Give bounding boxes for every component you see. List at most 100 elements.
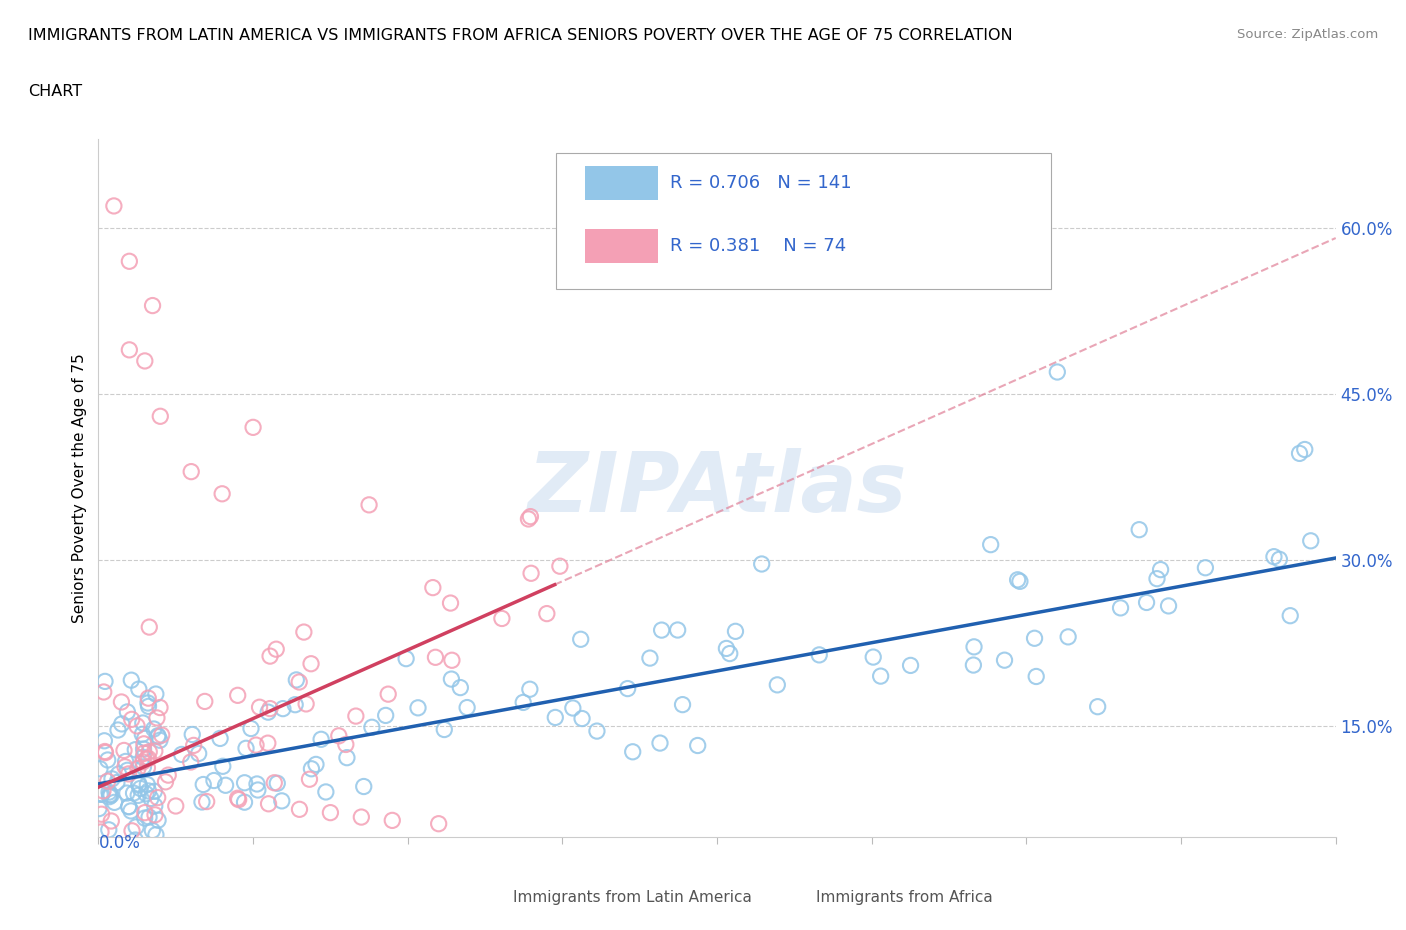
Point: [519, 510, 541, 525]
Point: [336, 751, 359, 765]
Point: [271, 701, 294, 716]
Point: [374, 708, 396, 723]
Point: [138, 698, 160, 713]
Point: [1135, 595, 1157, 610]
Point: [491, 611, 513, 626]
Point: [226, 790, 249, 805]
Point: [118, 766, 141, 781]
Point: [135, 751, 157, 766]
Point: [519, 682, 541, 697]
Point: [1109, 601, 1132, 616]
Point: [1007, 572, 1029, 587]
Point: [638, 651, 661, 666]
Point: [1146, 571, 1168, 586]
Point: [114, 754, 136, 769]
Point: [586, 724, 609, 738]
Point: [183, 738, 205, 753]
Point: [134, 811, 156, 826]
Point: [91, 783, 114, 798]
Point: [962, 658, 984, 672]
Point: [288, 802, 311, 817]
Point: [97, 774, 120, 789]
Point: [449, 680, 471, 695]
Point: [146, 790, 169, 805]
Point: [136, 777, 159, 792]
Point: [120, 804, 142, 818]
Point: [257, 796, 280, 811]
Point: [1268, 551, 1291, 566]
Text: IMMIGRANTS FROM LATIN AMERICA VS IMMIGRANTS FROM AFRICA SENIORS POVERTY OVER THE: IMMIGRANTS FROM LATIN AMERICA VS IMMIGRA…: [28, 28, 1012, 43]
Point: [98, 787, 121, 802]
Point: [395, 651, 418, 666]
Point: [862, 650, 884, 665]
Point: [671, 698, 693, 712]
Point: [128, 777, 150, 791]
Point: [94, 744, 117, 759]
Point: [256, 736, 278, 751]
Point: [132, 746, 155, 761]
Point: [425, 650, 447, 665]
Point: [115, 786, 138, 801]
Point: [517, 512, 540, 526]
Point: [150, 727, 173, 742]
Point: [136, 691, 159, 706]
Point: [766, 677, 789, 692]
Point: [93, 734, 115, 749]
Point: [193, 777, 215, 792]
Point: [136, 696, 159, 711]
Point: [117, 763, 139, 777]
Point: [257, 705, 280, 720]
Point: [107, 766, 129, 781]
Point: [127, 761, 149, 776]
Point: [270, 793, 292, 808]
Point: [751, 556, 773, 571]
Point: [1057, 630, 1080, 644]
Point: [963, 640, 986, 655]
Point: [1279, 608, 1302, 623]
Point: [149, 409, 172, 424]
Text: ZIPAtlas: ZIPAtlas: [527, 447, 907, 529]
Point: [94, 745, 117, 760]
Point: [128, 682, 150, 697]
Point: [980, 538, 1002, 552]
Point: [211, 486, 233, 501]
Point: [1294, 442, 1316, 457]
Point: [155, 775, 177, 790]
Point: [1087, 699, 1109, 714]
Point: [145, 686, 167, 701]
Point: [512, 695, 534, 710]
Point: [107, 723, 129, 737]
Point: [134, 731, 156, 746]
Point: [93, 684, 115, 699]
Point: [377, 686, 399, 701]
Point: [651, 623, 673, 638]
Text: R = 0.381    N = 74: R = 0.381 N = 74: [671, 236, 846, 255]
Point: [427, 817, 450, 831]
Point: [170, 747, 193, 762]
Point: [361, 720, 384, 735]
Point: [1263, 550, 1285, 565]
Point: [228, 792, 250, 807]
Point: [94, 674, 117, 689]
Point: [666, 622, 689, 637]
Point: [138, 751, 160, 766]
Point: [132, 754, 155, 769]
Point: [724, 624, 747, 639]
Text: Source: ZipAtlas.com: Source: ZipAtlas.com: [1237, 28, 1378, 41]
Point: [132, 737, 155, 751]
FancyBboxPatch shape: [770, 879, 810, 915]
Point: [194, 694, 217, 709]
Text: Immigrants from Latin America: Immigrants from Latin America: [513, 890, 752, 905]
Point: [101, 771, 124, 786]
Point: [149, 733, 172, 748]
Point: [299, 762, 322, 777]
Text: CHART: CHART: [28, 84, 82, 99]
Point: [97, 752, 120, 767]
Point: [135, 787, 157, 802]
Point: [117, 705, 139, 720]
Point: [900, 658, 922, 672]
FancyBboxPatch shape: [467, 879, 506, 915]
Point: [165, 799, 187, 814]
Point: [124, 832, 146, 847]
Point: [180, 464, 202, 479]
